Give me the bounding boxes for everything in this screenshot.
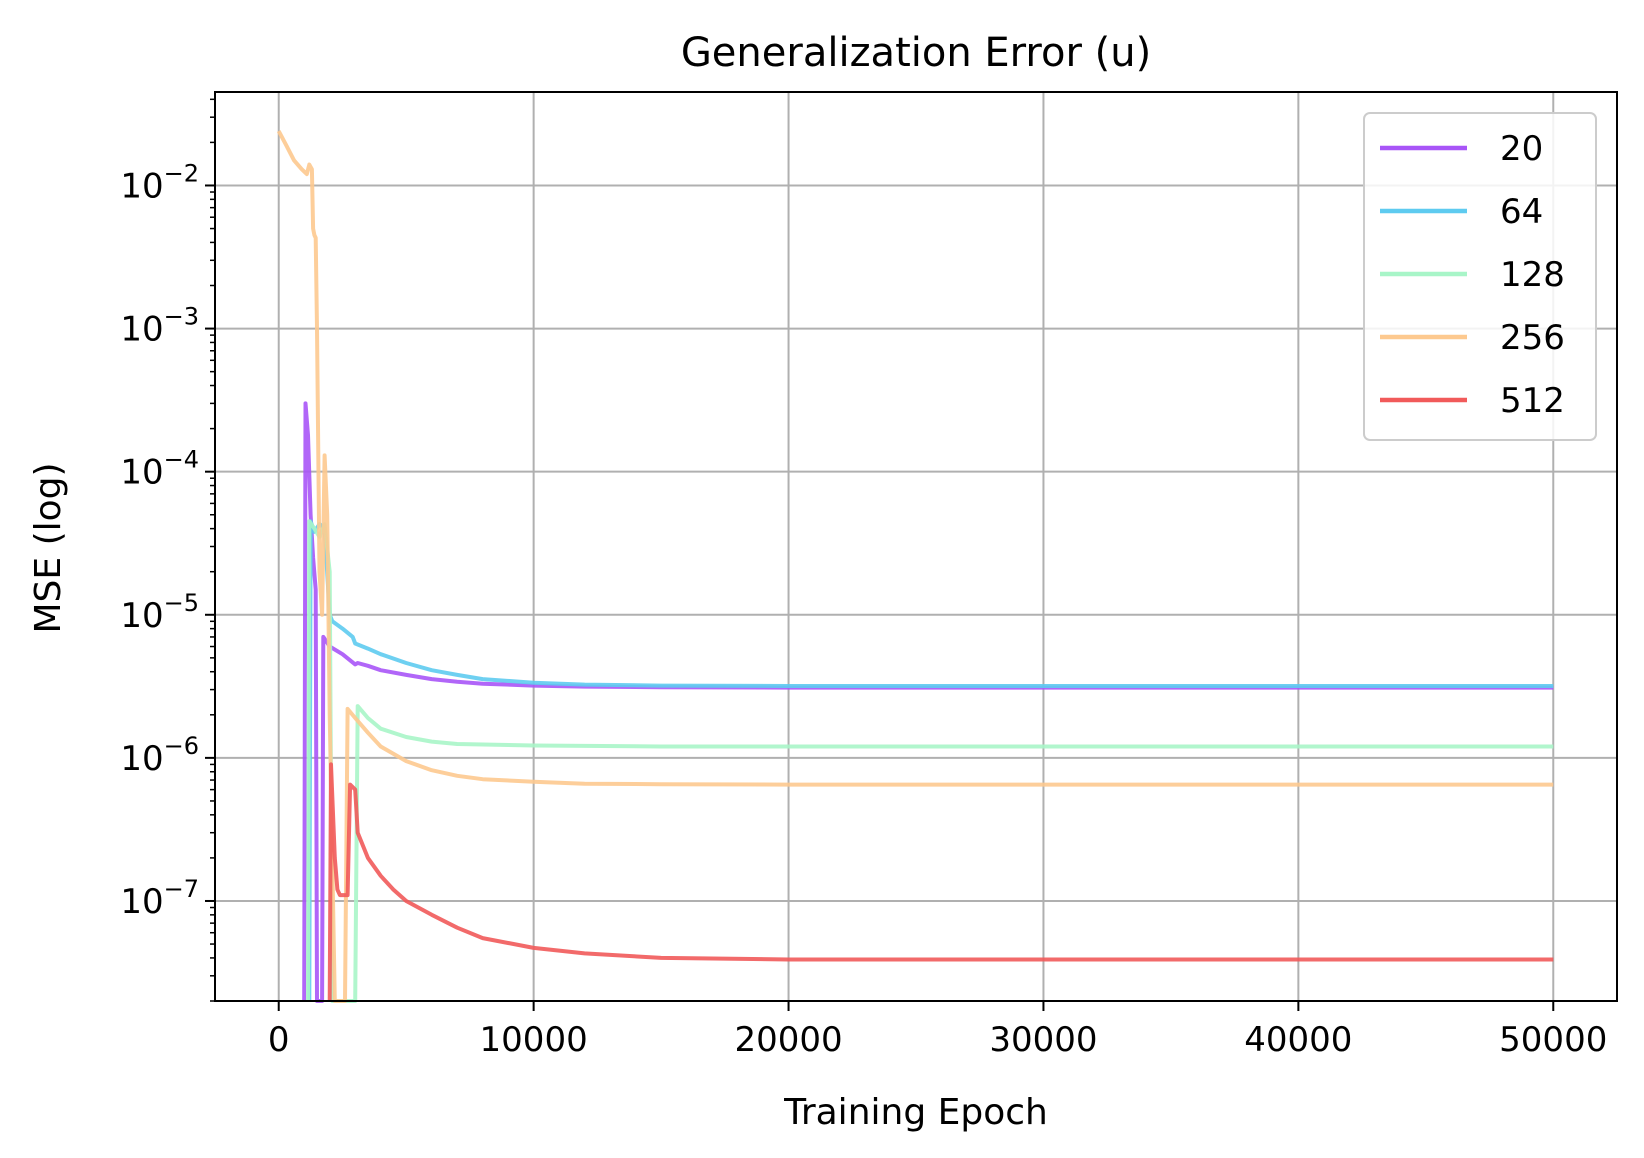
x-tick-label: 40000 — [1244, 1020, 1352, 1060]
y-tick-labels: 10−210−310−410−510−610−7 — [120, 159, 199, 922]
legend-box — [1363, 112, 1597, 441]
legend-label-20: 20 — [1500, 129, 1543, 169]
legend-label-64: 64 — [1500, 192, 1543, 232]
legend-label-512: 512 — [1500, 381, 1565, 421]
y-tick-label: 10−3 — [120, 303, 199, 350]
y-tick-base: 10 — [120, 596, 163, 636]
x-tick-label: 10000 — [480, 1020, 588, 1060]
grid — [215, 92, 1617, 1001]
chart-title: Generalization Error (u) — [681, 30, 1151, 76]
y-tick-exponent: −2 — [164, 159, 199, 187]
series-line-512 — [327, 762, 1554, 1002]
x-tick-label: 30000 — [989, 1020, 1097, 1060]
y-axis-label: MSE (log) — [28, 462, 69, 633]
y-tick-label: 10−4 — [120, 446, 199, 493]
x-axis-label: Training Epoch — [783, 1092, 1048, 1133]
x-tick-labels: 0 10000 20000 30000 40000 50000 — [268, 1020, 1607, 1060]
x-tick-label: 50000 — [1499, 1020, 1607, 1060]
plot-lines — [276, 130, 1554, 1003]
y-tick-base: 10 — [120, 882, 163, 922]
y-tick-label: 10−5 — [120, 589, 199, 636]
y-tick-label: 10−2 — [120, 159, 199, 206]
ticks — [205, 98, 1555, 1011]
legend-label-256: 256 — [1500, 318, 1565, 358]
y-tick-exponent: −7 — [164, 875, 199, 903]
y-tick-base: 10 — [120, 453, 163, 493]
x-tick-label: 20000 — [734, 1020, 842, 1060]
y-tick-base: 10 — [120, 310, 163, 350]
y-tick-exponent: −4 — [164, 446, 199, 474]
x-tick-label: 0 — [268, 1020, 290, 1060]
y-tick-base: 10 — [120, 166, 163, 206]
y-tick-exponent: −3 — [164, 303, 199, 331]
legend-label-128: 128 — [1500, 255, 1565, 295]
y-tick-exponent: −5 — [164, 589, 199, 617]
y-tick-base: 10 — [120, 739, 163, 779]
y-tick-label: 10−7 — [120, 875, 199, 922]
legend: 20 64 128 256 512 — [1363, 112, 1597, 441]
y-tick-exponent: −6 — [164, 732, 199, 760]
y-tick-label: 10−6 — [120, 732, 199, 779]
